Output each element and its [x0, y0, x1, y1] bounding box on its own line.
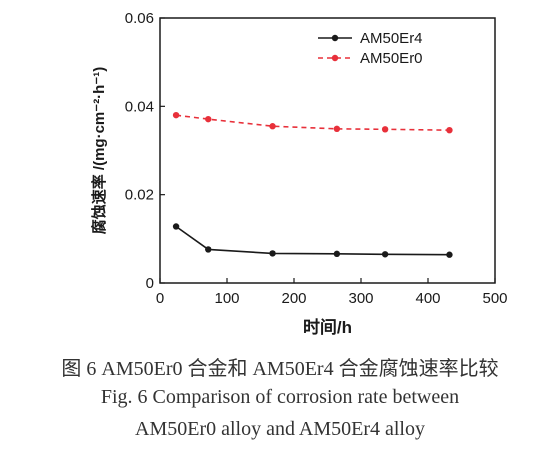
- legend-marker-am50er4: [331, 34, 339, 42]
- data-point-am50er4: [269, 250, 276, 257]
- y-axis-title: 腐蚀速率 /(mg·cm⁻²·h⁻¹): [90, 67, 108, 234]
- x-tick-label: 300: [348, 290, 373, 307]
- data-point-am50er0: [269, 123, 276, 130]
- data-point-am50er0: [205, 115, 212, 123]
- figure-caption-english-line2: AM50Er0 alloy and AM50Er4 alloy: [135, 418, 425, 440]
- figure-caption-chinese: 图 6 AM50Er0 合金和 AM50Er4 合金腐蚀速率比较: [61, 358, 499, 380]
- y-tick-label: 0.02: [125, 187, 154, 204]
- legend: AM50Er4 AM50Er0: [318, 30, 423, 67]
- y-tick-label: 0.04: [125, 98, 154, 115]
- data-point-am50er0: [333, 125, 341, 133]
- x-tick-label: 500: [482, 290, 507, 307]
- legend-label-am50er4: AM50Er4: [360, 30, 423, 47]
- data-point-am50er4: [381, 251, 389, 258]
- plot-frame: [159, 17, 496, 284]
- figure-caption-english-line1: Fig. 6 Comparison of corrosion rate betw…: [100, 386, 460, 408]
- legend-label-am50er0: AM50Er0: [360, 50, 423, 67]
- y-tick-label: 0.06: [125, 10, 154, 27]
- data-point-am50er0: [172, 111, 180, 119]
- legend-marker-am50er0: [331, 54, 339, 62]
- series-points: [172, 111, 453, 258]
- series-lines: [175, 114, 450, 256]
- series-line-am50er0: [175, 114, 450, 131]
- series-line-am50er4: [175, 225, 450, 256]
- data-point-am50er4: [205, 246, 212, 253]
- x-tick-label: 100: [214, 290, 239, 307]
- data-point-am50er0: [446, 126, 453, 134]
- x-tick-label: 400: [415, 290, 440, 307]
- y-tick-label: 0: [146, 275, 154, 292]
- x-axis-title: 时间/h: [303, 317, 352, 337]
- data-point-am50er4: [333, 250, 341, 258]
- data-point-am50er0: [381, 126, 389, 133]
- x-tick-label: 200: [281, 290, 306, 307]
- axis-ticks: 0 100 200 300 400 500 0 0.02 0.04 0.06: [125, 10, 508, 307]
- data-point-am50er4: [446, 251, 453, 258]
- data-point-am50er4: [172, 223, 180, 230]
- x-tick-label: 0: [156, 290, 164, 307]
